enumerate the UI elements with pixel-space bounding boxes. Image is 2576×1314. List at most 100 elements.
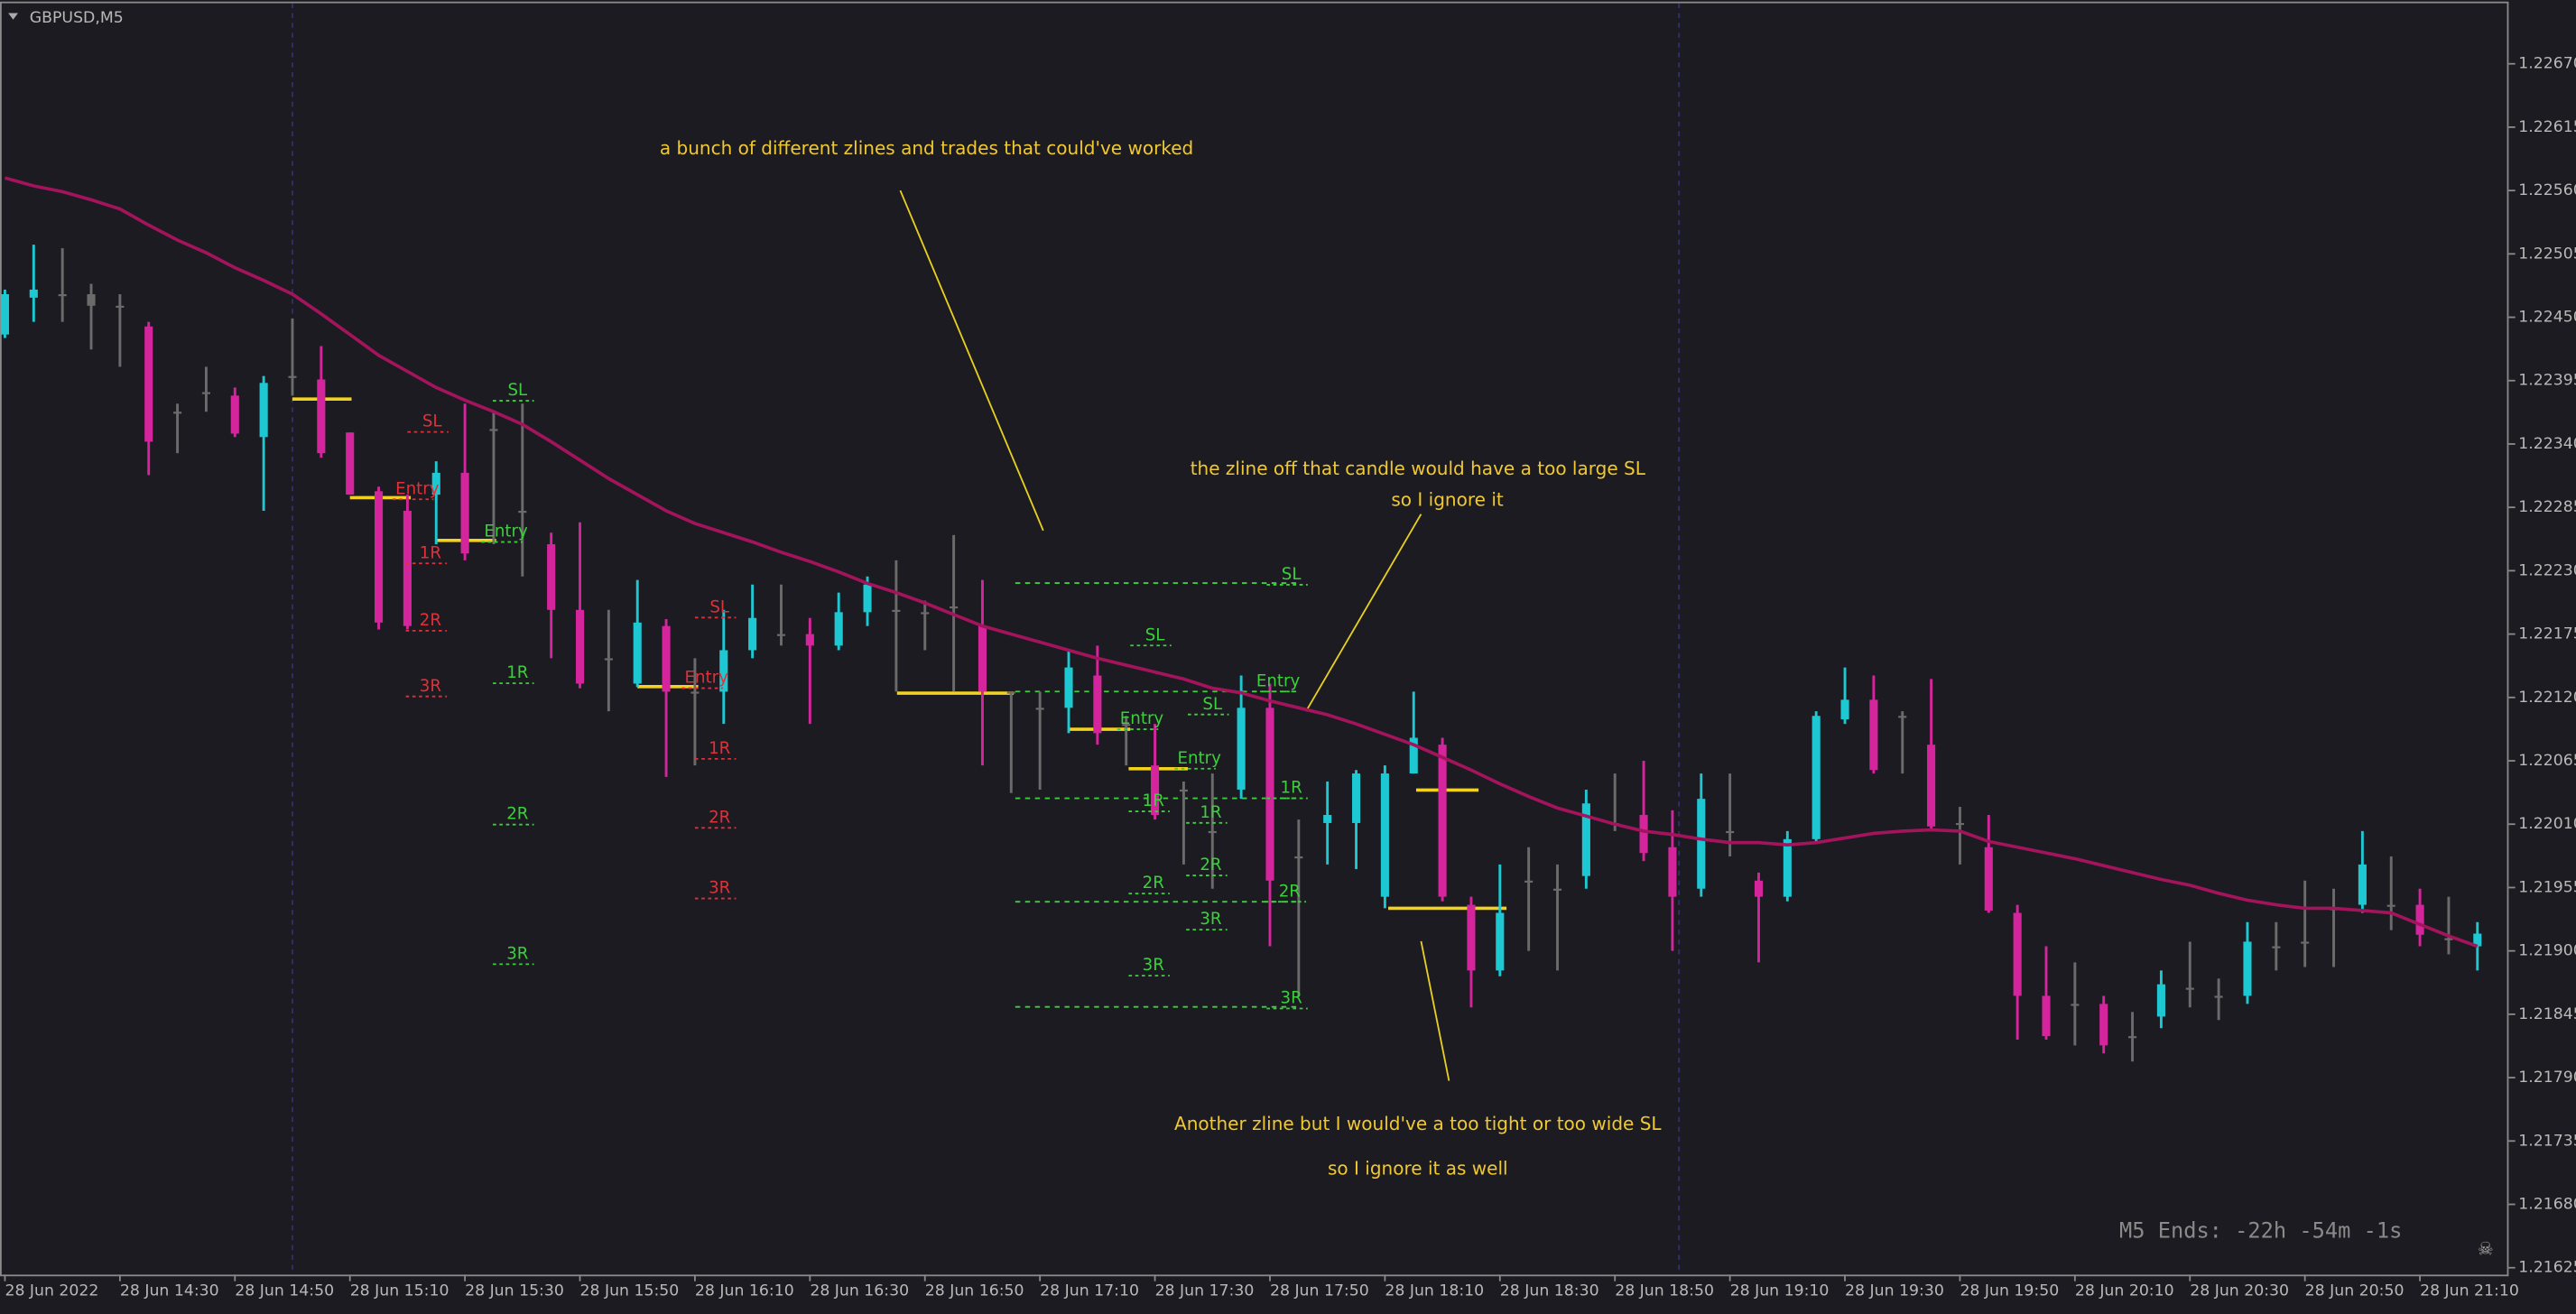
candle-body	[1639, 815, 1648, 854]
trade-label: SL	[508, 381, 529, 400]
trade-label: 2R	[506, 805, 529, 824]
candle-body	[1812, 716, 1821, 839]
candle-body	[662, 625, 671, 692]
y-tick-label: 1.21955	[2518, 878, 2576, 896]
candle-body	[1064, 667, 1073, 708]
x-tick-label: 28 Jun 18:30	[1500, 1282, 1599, 1300]
candle-body	[1840, 699, 1849, 720]
x-tick-label: 28 Jun 21:10	[2420, 1282, 2519, 1300]
y-tick-label: 1.22670	[2518, 55, 2576, 73]
candle-body	[719, 650, 728, 692]
candle-body	[921, 612, 930, 615]
candle-body	[2272, 946, 2281, 948]
x-tick-label: 28 Jun 19:50	[1960, 1282, 2059, 1300]
x-tick-label: 28 Jun 17:30	[1155, 1282, 1255, 1300]
trade-label: SL	[1282, 565, 1302, 584]
annotation: so I ignore it as well	[1328, 1157, 1508, 1179]
candle-body	[489, 429, 498, 431]
y-tick-label: 1.21845	[2518, 1005, 2576, 1023]
trade-label: 2R	[1200, 856, 1222, 874]
candle-body	[1581, 803, 1590, 876]
trade-label: 3R	[709, 879, 731, 898]
candle-body	[2042, 995, 2051, 1037]
candle-body	[431, 472, 440, 495]
candle-body	[2185, 987, 2194, 990]
candle-body	[1467, 904, 1476, 971]
candle-body	[1869, 699, 1878, 771]
trade-label: 2R	[1143, 874, 1165, 893]
candle-body	[1208, 830, 1217, 834]
trade-label: 1R	[1200, 803, 1222, 822]
candle-body	[1035, 708, 1044, 710]
x-tick-label: 28 Jun 2022	[5, 1282, 98, 1300]
candle-body	[1294, 856, 1303, 859]
candle-body	[2156, 984, 2165, 1017]
candle-body	[575, 609, 585, 684]
x-tick-label: 28 Jun 15:10	[350, 1282, 449, 1300]
candle-body	[1237, 708, 1246, 790]
x-tick-label: 28 Jun 16:50	[925, 1282, 1024, 1300]
y-tick-label: 1.22230	[2518, 561, 2576, 579]
candle-body	[1409, 737, 1418, 774]
y-tick-label: 1.22395	[2518, 372, 2576, 390]
candle-body	[87, 294, 96, 306]
y-tick-label: 1.21900	[2518, 942, 2576, 960]
candle-body	[374, 491, 384, 623]
trade-label: 1R	[420, 543, 442, 562]
y-tick-label: 1.21680	[2518, 1196, 2576, 1214]
candle-body	[1122, 724, 1131, 726]
y-tick-label: 1.22450	[2518, 309, 2576, 327]
candle-body	[403, 511, 412, 626]
candle-body	[2358, 864, 2367, 905]
candle-body	[2128, 1036, 2137, 1039]
trade-label: SL	[422, 412, 443, 431]
x-tick-label: 28 Jun 16:30	[810, 1282, 909, 1300]
candle-body	[1754, 880, 1764, 897]
candle-body	[346, 432, 355, 495]
countdown: M5 Ends: -22h -54m -1s	[2119, 1218, 2402, 1244]
candle-body	[29, 289, 38, 298]
candle-body	[518, 511, 527, 514]
candle-body	[1265, 708, 1274, 881]
x-tick-label: 28 Jun 15:50	[580, 1282, 680, 1300]
candle-body	[2013, 912, 2022, 996]
candle-body	[950, 606, 959, 609]
candle-body	[892, 609, 901, 612]
title-arrow	[8, 13, 19, 20]
x-tick-label: 28 Jun 19:10	[1730, 1282, 1830, 1300]
x-tick-label: 28 Jun 14:30	[120, 1282, 219, 1300]
candle-body	[1697, 799, 1706, 889]
y-tick-label: 1.22120	[2518, 689, 2576, 707]
trade-label: Entry	[1120, 709, 1164, 728]
candle-body	[863, 584, 872, 613]
annotation: a bunch of different zlines and trades t…	[660, 137, 1193, 159]
annotation-connectors	[899, 190, 1450, 1081]
candle-body	[1151, 765, 1160, 816]
candle-body	[173, 412, 182, 414]
candle-body	[2071, 1004, 2080, 1006]
candle-body	[2415, 904, 2424, 935]
trade-label: 3R	[1281, 989, 1303, 1008]
candle-body	[2099, 1004, 2108, 1046]
candle-body	[0, 294, 10, 335]
trade-label: SL	[1202, 695, 1223, 714]
candle-body	[1380, 773, 1389, 897]
y-tick-label: 1.21735	[2518, 1132, 2576, 1150]
candle-body	[748, 617, 757, 651]
trade-label: 1R	[709, 739, 731, 758]
candle-body	[1351, 773, 1361, 823]
candle-body	[259, 383, 268, 438]
y-tick-label: 1.22340	[2518, 435, 2576, 453]
candle-body	[1783, 838, 1792, 897]
trade-label: Entry	[395, 479, 440, 498]
trade-label: 3R	[420, 677, 442, 696]
moving-average	[4, 176, 2479, 948]
chart-title: GBPUSD,M5	[30, 9, 124, 27]
annotation: Another zline but I would've a too tight…	[1174, 1113, 1662, 1134]
candle-body	[1524, 880, 1534, 883]
candle-body	[978, 625, 987, 692]
candle-body	[1179, 789, 1188, 792]
candle-body	[144, 326, 153, 442]
